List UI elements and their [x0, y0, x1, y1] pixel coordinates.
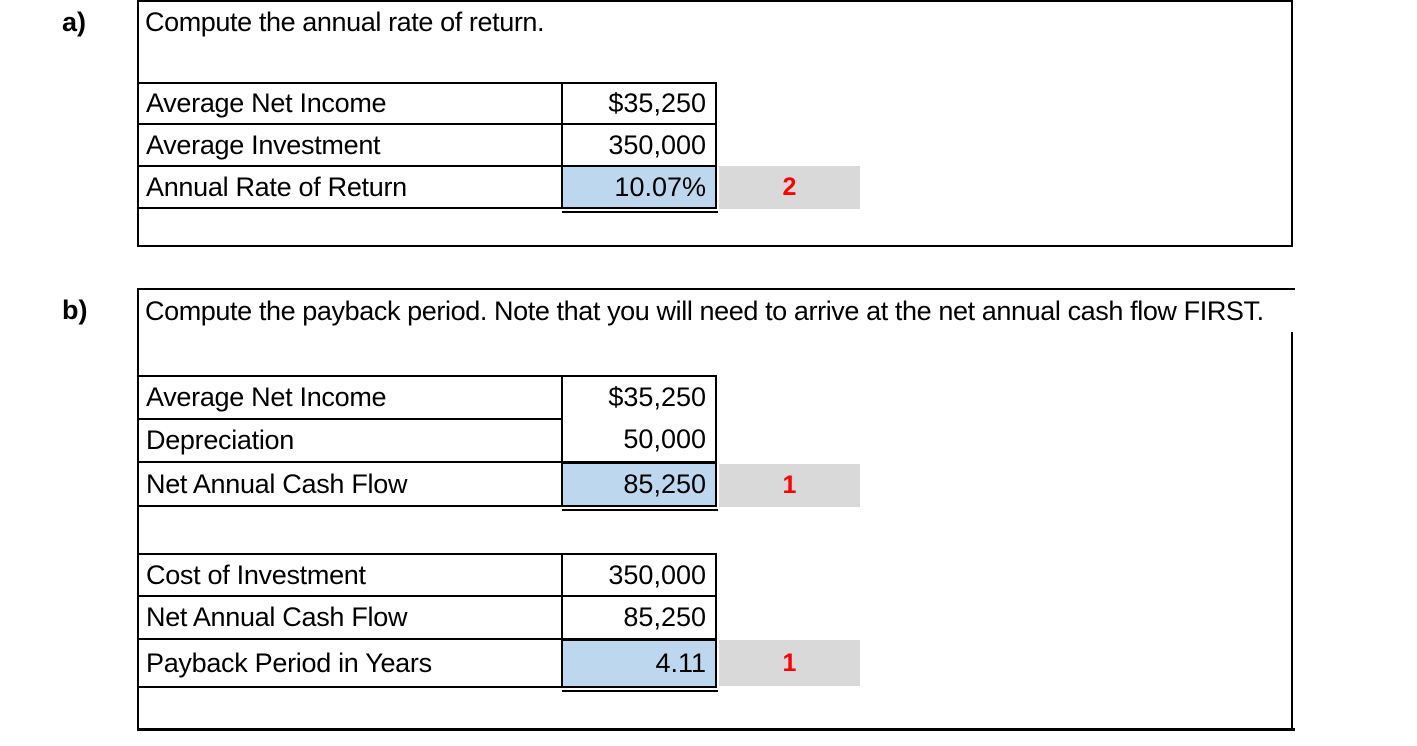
cell-label[interactable]: Average Net Income	[139, 84, 563, 123]
grade-mark: 1	[782, 471, 797, 499]
section-b-box-right-border	[1291, 332, 1293, 731]
double-underline	[562, 211, 718, 213]
table-row: Payback Period in Years 4.11	[139, 638, 715, 686]
section-a-table: Average Net Income $35,250 Average Inves…	[137, 82, 717, 209]
grade-mark: 1	[782, 648, 797, 677]
cell-label[interactable]: Cost of Investment	[139, 555, 563, 595]
table-row: Net Annual Cash Flow 85,250	[139, 461, 715, 505]
grade-mark-cell: 1	[719, 640, 860, 686]
table-row: Average Net Income $35,250	[139, 377, 715, 418]
section-b-box-bottom-border	[137, 728, 1295, 731]
section-b-box-left-border	[137, 288, 139, 731]
table-row: Cost of Investment 350,000	[139, 555, 715, 595]
cell-label[interactable]: Annual Rate of Return	[139, 165, 563, 207]
double-underline	[562, 509, 718, 511]
table-row: Average Investment 350,000	[139, 123, 715, 165]
table-row: Depreciation 50,000	[139, 418, 715, 461]
section-a-title: Compute the annual rate of return.	[145, 7, 545, 37]
answer-cell-net-annual-cash-flow[interactable]: 85,250	[563, 461, 715, 505]
cell-value[interactable]: 50,000	[623, 424, 706, 454]
grade-mark-cell: 1	[719, 464, 860, 507]
section-b-table-payback: Cost of Investment 350,000 Net Annual Ca…	[137, 553, 717, 688]
section-b-box-top-border	[137, 288, 1295, 290]
part-b-label: b)	[62, 295, 88, 325]
cell-value[interactable]: 85,250	[563, 595, 715, 638]
grade-mark: 2	[782, 173, 797, 201]
cell-value[interactable]: $35,250	[608, 88, 706, 118]
grade-mark-cell: 2	[719, 166, 860, 209]
cell-label[interactable]: Average Net Income	[139, 377, 563, 418]
part-a-label: a)	[62, 7, 87, 37]
cell-label[interactable]: Depreciation	[139, 418, 563, 461]
cell-label[interactable]: Net Annual Cash Flow	[139, 461, 563, 505]
table-row: Average Net Income $35,250	[139, 84, 715, 123]
double-underline	[562, 690, 718, 692]
table-row: Annual Rate of Return 10.07%	[139, 165, 715, 207]
section-b-title: Compute the payback period. Note that yo…	[145, 296, 1264, 326]
answer-cell-payback-period[interactable]: 4.11	[563, 638, 715, 686]
answer-cell-annual-rate-of-return[interactable]: 10.07%	[563, 165, 715, 207]
cell-value[interactable]: $35,250	[608, 382, 706, 412]
section-b-table-cash-flow: Average Net Income $35,250 Depreciation …	[137, 375, 717, 507]
table-row: Net Annual Cash Flow 85,250	[139, 595, 715, 638]
cell-value[interactable]: 350,000	[608, 559, 706, 590]
cell-label[interactable]: Average Investment	[139, 123, 563, 165]
cell-label[interactable]: Net Annual Cash Flow	[139, 595, 563, 638]
cell-label[interactable]: Payback Period in Years	[139, 638, 563, 686]
cell-value[interactable]: 350,000	[563, 123, 715, 165]
